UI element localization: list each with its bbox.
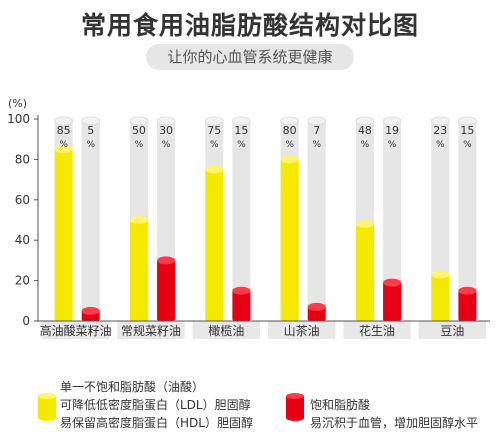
legend-yellow-cylinder-icon [38, 393, 56, 421]
data-label-red-unit: % [463, 140, 472, 150]
bg-tube [431, 121, 450, 319]
bg-tube-top [156, 116, 176, 126]
x-tick-label: 常规菜籽油 [121, 323, 181, 338]
bar-red-top [383, 278, 402, 287]
bg-tube [383, 121, 402, 319]
data-label-red: 15 [460, 124, 474, 137]
data-label-red: 7 [313, 124, 320, 137]
x-tick-label: 山茶油 [284, 323, 320, 338]
legend: 单一不饱和脂肪酸（油酸） 可降低低密度脂蛋白（LDL）胆固醇 易保留高密度脂蛋白… [30, 378, 490, 438]
bar-yellow [355, 224, 374, 319]
bar-yellow [205, 169, 224, 319]
bar-red-top [157, 256, 176, 265]
data-label-yellow: 23 [433, 124, 447, 137]
legend-yellow-heading: 单一不饱和脂肪酸（油酸） [60, 380, 205, 394]
bg-tube-top [457, 116, 477, 126]
data-label-red: 30 [159, 124, 173, 137]
bg-tube [81, 121, 100, 319]
data-label-yellow: 80 [283, 124, 297, 137]
bar-yellow [129, 220, 148, 319]
data-label-yellow-unit: % [361, 140, 370, 150]
bg-tube [232, 121, 251, 319]
bar-chart: (%) 0 20 40 60 80 100 85% 5% 高油酸菜籽油 50% 30% 常规菜籽油 75%… [7, 97, 490, 339]
legend-red-cylinder-icon [286, 393, 304, 421]
data-label-yellow-unit: % [210, 140, 219, 150]
category-label-bg [418, 321, 486, 339]
legend-yellow-line-1: 可降低低密度脂蛋白（LDL）胆固醇 [60, 398, 251, 412]
bar-yellow [54, 149, 73, 319]
data-label-red-unit: % [162, 140, 171, 150]
chart-title: 常用食用油脂肪酸结构对比图 [80, 11, 419, 40]
bg-tube-top [355, 116, 375, 126]
bar-red [458, 290, 477, 319]
data-label-red: 15 [234, 124, 248, 137]
category-label-bg [268, 321, 336, 339]
y-tick-label: 0 [22, 314, 30, 328]
data-label-yellow-unit: % [436, 140, 445, 150]
data-label-red-unit: % [388, 140, 397, 150]
category-label-bg [42, 321, 110, 339]
y-tick-label: 40 [15, 233, 30, 247]
data-label-yellow: 75 [207, 124, 221, 137]
category-label-bg [343, 321, 411, 339]
bar-red-top [307, 302, 326, 311]
data-label-red-unit: % [237, 140, 246, 150]
data-label-red-unit: % [86, 140, 95, 150]
bg-tube [458, 121, 477, 319]
bg-tube-top [54, 116, 74, 126]
bar-red-top [458, 286, 477, 295]
x-tick-label: 豆油 [440, 324, 464, 338]
bar-red [81, 310, 100, 319]
legend-red-heading: 饱和脂肪酸 [310, 398, 371, 412]
bar-yellow-top [205, 165, 224, 174]
data-label-yellow: 50 [132, 124, 146, 137]
bg-tube-top [81, 116, 101, 126]
bg-tube-top [204, 116, 224, 126]
y-tick-label: 80 [15, 152, 30, 166]
bar-yellow-top [129, 216, 148, 224]
bar-yellow-top [431, 270, 450, 279]
x-tick-label: 高油酸菜籽油 [40, 323, 112, 338]
y-tick-label: 100 [7, 112, 30, 126]
bar-red [232, 290, 251, 319]
bar-red [157, 260, 176, 319]
y-tick-label: 20 [15, 274, 30, 288]
data-label-yellow-unit: % [285, 140, 294, 150]
bar-yellow [431, 274, 450, 319]
bg-tube-top [430, 116, 450, 126]
y-tick-label: 60 [15, 193, 30, 207]
bg-tube-top [307, 116, 327, 126]
bar-red-top [232, 286, 251, 295]
data-label-yellow: 48 [358, 124, 372, 137]
data-label-red-unit: % [312, 140, 321, 150]
data-label-yellow: 85 [57, 124, 71, 137]
x-tick-label: 橄榄油 [208, 323, 244, 338]
data-label-red: 19 [385, 124, 399, 137]
bar-yellow [280, 159, 299, 319]
bar-red-top [81, 306, 100, 315]
chart-subtitle: 让你的心血管系统更健康 [146, 44, 354, 70]
y-axis-label: (%) [8, 97, 27, 110]
bar-yellow-top [280, 155, 299, 164]
bg-tube-top [280, 116, 300, 126]
data-label-red: 5 [87, 124, 94, 137]
bar-yellow-top [355, 220, 374, 229]
bg-tube-top [231, 116, 251, 126]
data-label-yellow-unit: % [135, 140, 144, 150]
bg-tube [307, 121, 326, 319]
category-label-bg [117, 321, 185, 339]
bar-red [383, 282, 402, 319]
legend-yellow-line-2: 易保留高密度脂蛋白（HDL）胆固醇 [60, 416, 253, 430]
x-tick-label: 花生油 [359, 323, 395, 338]
data-label-yellow-unit: % [59, 140, 68, 150]
bar-yellow-top [54, 145, 73, 154]
bg-tube-top [382, 116, 402, 126]
legend-red-line-1: 易沉积于血管，增加胆固醇水平 [310, 416, 479, 430]
category-label-bg [192, 321, 260, 339]
bg-tube-top [129, 116, 149, 126]
